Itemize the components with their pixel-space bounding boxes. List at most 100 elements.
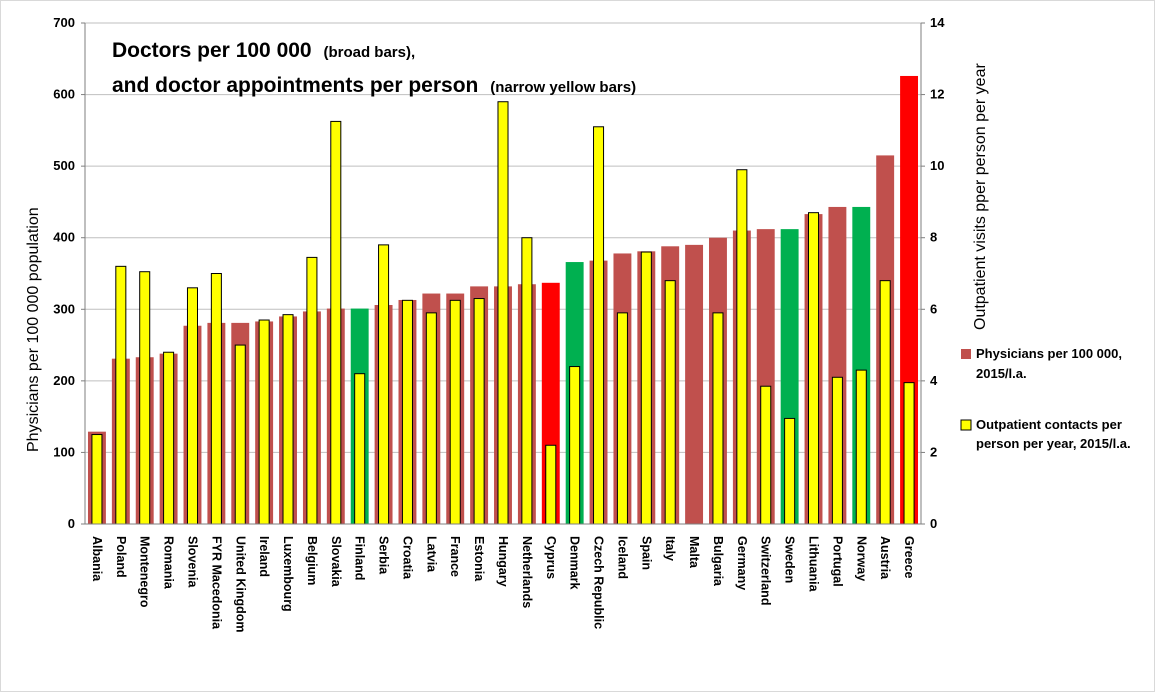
chart-title-line2: and doctor appointments per person (narr… xyxy=(112,74,636,97)
category-label: Serbia xyxy=(377,536,391,575)
bar-outpatient xyxy=(354,373,366,525)
category-label: Lithuania xyxy=(807,536,821,593)
category-label: Netherlands xyxy=(520,536,534,608)
category-label: Finland xyxy=(353,536,367,580)
y2-tick-labels: 0 2 4 6 8 10 12 14 xyxy=(921,15,945,531)
y2-tick-label: 2 xyxy=(930,444,937,459)
y-tick-label: 700 xyxy=(53,15,75,30)
bar-outpatient xyxy=(831,376,843,525)
bar-outpatient xyxy=(712,312,724,525)
y-tick-labels: 0 100 200 300 400 500 600 700 xyxy=(53,15,85,531)
bar-outpatient xyxy=(449,299,461,525)
y2-axis-title: Outpatient visits pper person per year xyxy=(972,63,989,330)
category-label: Estonia xyxy=(472,536,486,582)
bar-outpatient xyxy=(545,444,557,525)
category-label: Italy xyxy=(663,536,677,561)
bar-outpatient xyxy=(593,126,605,525)
y2-tick-label: 8 xyxy=(930,230,937,245)
category-label: Malta xyxy=(687,536,701,569)
bar-outpatient xyxy=(115,265,127,525)
bar-outpatient xyxy=(784,417,796,525)
legend: Physicians per 100 000, 2015/l.a. Outpat… xyxy=(960,346,1131,451)
y-tick-label: 500 xyxy=(53,158,75,173)
y2-tick-label: 12 xyxy=(930,87,944,102)
category-label: Hungary xyxy=(496,536,510,587)
legend-swatch-outpatient xyxy=(960,419,972,431)
bar-outpatient xyxy=(736,169,748,525)
y2-tick-label: 14 xyxy=(930,15,945,30)
y-axis-title: Physicians per 100 000 population xyxy=(25,207,42,452)
category-label: Latvia xyxy=(424,536,438,573)
category-label: Belgium xyxy=(305,536,319,585)
category-label: Slovakia xyxy=(329,536,343,588)
category-label: Albania xyxy=(90,536,104,582)
bar-outpatient xyxy=(401,299,413,525)
y2-tick-label: 4 xyxy=(930,373,938,388)
title-line2-main: and doctor appointments per person xyxy=(112,74,478,97)
category-label: FYR Macedonia xyxy=(209,536,223,630)
y-tick-label: 600 xyxy=(53,87,75,102)
category-label: Cyprus xyxy=(544,536,558,579)
bar-outpatient xyxy=(616,312,628,525)
y-tick-label: 0 xyxy=(68,516,75,531)
bar-outpatient xyxy=(163,351,175,525)
bar-outpatient xyxy=(378,244,390,525)
bar-outpatient xyxy=(473,298,485,525)
category-label: Czech Republic xyxy=(592,536,606,629)
y-tick-label: 300 xyxy=(53,301,75,316)
y-tick-label: 200 xyxy=(53,373,75,388)
legend-swatch-physicians xyxy=(961,349,971,359)
bar-outpatient xyxy=(139,271,151,525)
bar-outpatient xyxy=(903,382,915,525)
category-label: Poland xyxy=(114,536,128,578)
category-label: Greece xyxy=(902,536,916,578)
legend-label-outpatient-line1: Outpatient contacts per xyxy=(976,417,1122,432)
legend-label-outpatient-line2: person per year, 2015/l.a. xyxy=(976,436,1131,451)
category-labels: Albania Poland Montenegro Romania Slovenia FY… xyxy=(90,536,916,633)
bar-outpatient xyxy=(210,273,222,525)
title-line1-note: (broad bars), xyxy=(323,44,415,61)
category-label: Romania xyxy=(162,536,176,590)
category-label: Iceland xyxy=(615,536,629,579)
y2-tick-label: 0 xyxy=(930,516,937,531)
y-tick-label: 400 xyxy=(53,230,75,245)
bar-outpatient xyxy=(879,280,891,525)
bar-outpatient xyxy=(760,385,772,525)
category-label: Montenegro xyxy=(138,536,152,608)
bar-outpatient xyxy=(664,280,676,525)
y2-tick-label: 6 xyxy=(930,301,937,316)
category-label: Croatia xyxy=(400,536,414,580)
bar-outpatient xyxy=(91,434,103,525)
title-line1-main: Doctors per 100 000 xyxy=(112,39,312,62)
chart-title-line1: Doctors per 100 000 (broad bars), xyxy=(112,39,415,62)
category-label: Switzerland xyxy=(759,536,773,605)
category-label: Austria xyxy=(878,536,892,580)
category-label: Denmark xyxy=(568,536,582,590)
category-label: Portugal xyxy=(830,536,844,587)
category-label: Norway xyxy=(854,536,868,581)
legend-label-physicians-line1: Physicians per 100 000, xyxy=(976,346,1122,361)
bar-physicians xyxy=(685,244,704,524)
bar-outpatient xyxy=(640,251,652,525)
bar-outpatient xyxy=(569,366,581,525)
y-tick-label: 100 xyxy=(53,444,75,459)
category-label: Spain xyxy=(639,536,653,570)
category-label: Germany xyxy=(735,536,749,590)
bar-outpatient xyxy=(425,312,437,525)
category-label: Sweden xyxy=(783,536,797,583)
category-label: United Kingdom xyxy=(233,536,247,633)
bar-outpatient xyxy=(186,287,199,525)
bar-outpatient xyxy=(330,120,342,525)
legend-label-physicians-line2: 2015/l.a. xyxy=(976,366,1027,381)
y2-tick-label: 10 xyxy=(930,158,944,173)
bar-outpatient xyxy=(306,256,318,525)
bar-outpatient xyxy=(807,212,820,525)
bar-outpatient xyxy=(234,344,246,525)
bar-outpatient xyxy=(282,314,294,525)
title-line2-note: (narrow yellow bars) xyxy=(490,79,636,96)
category-label: Slovenia xyxy=(185,536,199,588)
category-label: Bulgaria xyxy=(711,536,725,587)
bar-outpatient xyxy=(258,319,270,525)
